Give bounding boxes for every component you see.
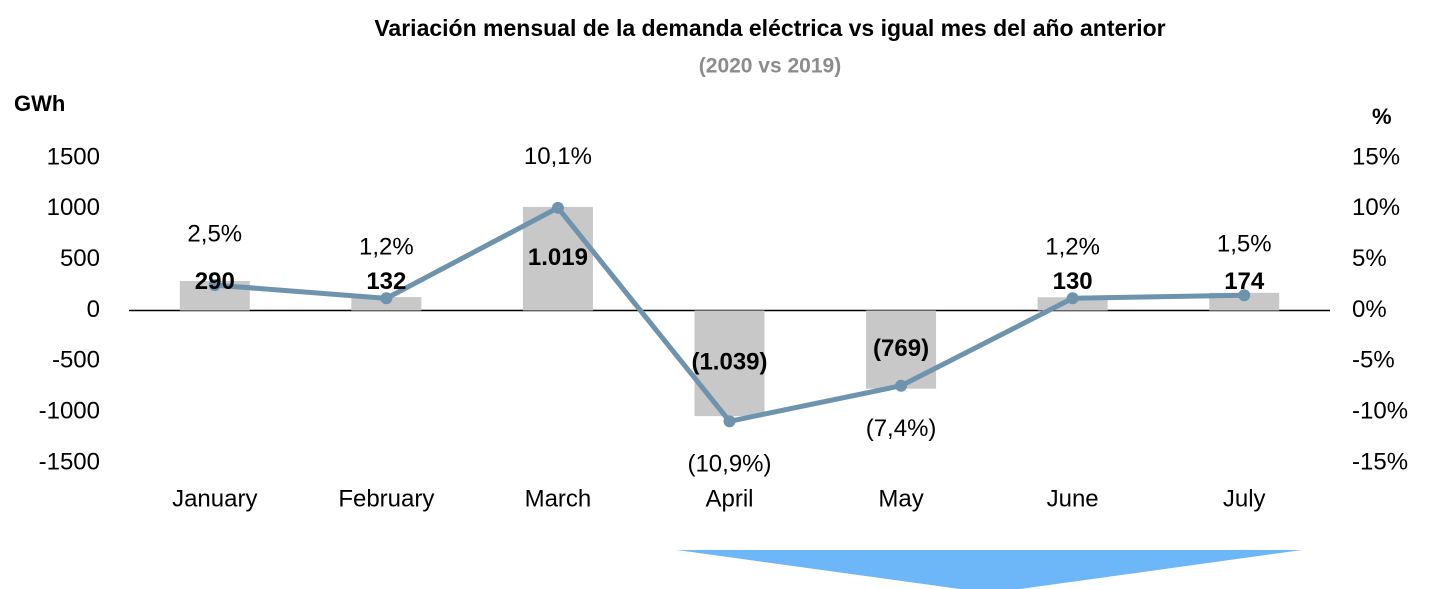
x-tick-label: March <box>525 485 592 512</box>
y2-tick-label: 10% <box>1352 194 1400 221</box>
bar <box>694 310 765 417</box>
y-tick-label: 1000 <box>47 194 100 221</box>
marker <box>723 415 736 428</box>
bar-label: 132 <box>366 268 406 295</box>
bar-label: (769) <box>873 335 929 362</box>
bar-label: 290 <box>195 268 235 295</box>
y2-axis-label: % <box>1372 104 1392 129</box>
line-label: 10,1% <box>524 143 592 170</box>
line-label: 2,5% <box>187 220 242 247</box>
y-tick-label: 1500 <box>47 143 100 170</box>
y2-tick-label: -5% <box>1352 347 1395 374</box>
chart-title: Variación mensual de la demanda eléctric… <box>374 15 1165 41</box>
x-tick-label: January <box>172 485 257 512</box>
bar-label: 174 <box>1224 268 1265 295</box>
y2-tick-label: 5% <box>1352 245 1387 272</box>
x-tick-label: July <box>1223 485 1266 512</box>
x-tick-label: February <box>338 485 434 512</box>
bar-label: (1.039) <box>691 349 767 376</box>
bar-label: 130 <box>1053 268 1093 295</box>
y-axis-label: GWh <box>14 91 65 116</box>
y-tick-label: -1000 <box>39 398 100 425</box>
y-tick-label: -500 <box>52 347 100 374</box>
marker <box>1238 289 1251 302</box>
line-label: (10,9%) <box>687 451 771 478</box>
marker <box>1066 292 1079 305</box>
marker <box>551 201 564 214</box>
line-label: 1,2% <box>359 234 414 261</box>
line-label: 1,2% <box>1045 234 1100 261</box>
y2-tick-label: 0% <box>1352 296 1387 323</box>
y-tick-label: 0 <box>87 296 100 323</box>
bar <box>522 206 593 311</box>
chart-subtitle: (2020 vs 2019) <box>699 55 841 78</box>
x-tick-label: May <box>878 485 923 512</box>
y2-tick-label: 15% <box>1352 143 1400 170</box>
x-tick-label: June <box>1047 485 1099 512</box>
y-tick-label: -1500 <box>39 448 100 475</box>
y2-tick-label: -15% <box>1352 448 1408 475</box>
x-tick-label: April <box>705 485 753 512</box>
marker <box>208 279 221 292</box>
y-tick-label: 500 <box>60 245 100 272</box>
marker <box>380 292 393 305</box>
line-label: (7,4%) <box>866 415 937 442</box>
y2-tick-label: -10% <box>1352 398 1408 425</box>
arrow <box>677 550 1302 589</box>
line-label: 1,5% <box>1217 231 1272 258</box>
bar-label: 1.019 <box>528 244 588 271</box>
marker <box>895 379 908 392</box>
